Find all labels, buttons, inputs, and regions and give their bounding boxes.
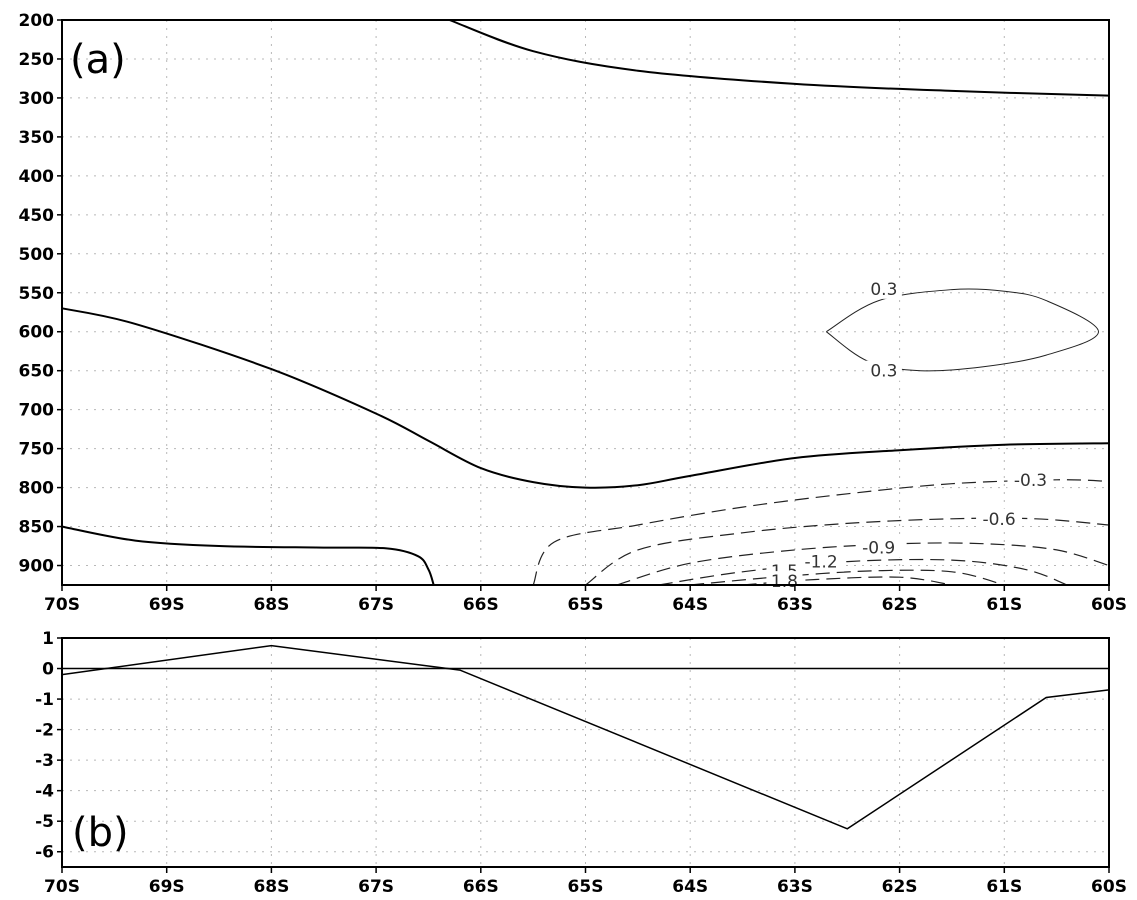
panel-b-x-tick-label: 66S	[463, 877, 499, 897]
panel-a-y-tick-label: 750	[19, 440, 55, 460]
panel-b-y-tick-label: -4	[35, 782, 54, 802]
panel-b-y-tick-label: -3	[35, 751, 54, 771]
contour-label: 0.3	[870, 280, 897, 300]
contour-label-background	[865, 360, 902, 381]
panel-a-x-tick-label: 69S	[149, 595, 185, 615]
panel-a-x-tick-label: 60S	[1091, 595, 1127, 615]
panel-a-label: (a)	[70, 37, 126, 83]
panel-a-x-tick-label: 61S	[986, 595, 1022, 615]
contour-label-background	[766, 571, 803, 592]
panel-a-x-tick-label: 68S	[253, 595, 289, 615]
contour-label: -0.3	[1014, 471, 1047, 491]
panel-b-x-tick-label: 61S	[986, 877, 1022, 897]
panel-b-y-tick-label: -6	[35, 843, 54, 863]
panel-a-x-tick-label: 62S	[882, 595, 918, 615]
panel-a-y-tick-label: 300	[19, 89, 55, 109]
panel-a-x-tick-label: 63S	[777, 595, 813, 615]
panel-b-y-ticks: 1 0 -1 -2 -3 -4 -5 -6	[35, 629, 62, 863]
panel-b-x-tick-label: 64S	[672, 877, 708, 897]
panel-b-x-tick-label: 60S	[1091, 877, 1127, 897]
panel-a-x-tick-label: 67S	[358, 595, 394, 615]
panel-b-y-tick-label: -2	[35, 721, 54, 741]
panel-b-y-tick-label: 0	[42, 660, 54, 680]
panel-b-grid	[62, 637, 1109, 867]
series-line	[61, 644, 1110, 830]
zero-contour-line	[449, 19, 1110, 97]
panel-a-y-ticks: 200 250 300 350 400 450 500 550 600 650 700 750 800 8…	[19, 11, 62, 577]
contour-label-background	[976, 508, 1023, 529]
panel-b-label: (b)	[72, 810, 129, 856]
contour-label: -1.2	[804, 553, 837, 573]
panel-b-series	[61, 637, 1110, 830]
contour-label: -0.9	[862, 539, 895, 559]
contour-label: -0.6	[982, 510, 1015, 530]
panel-b-line-plot: 70S 69S 68S 67S 66S 65S 64S 63S 62S 61S 60S 1 0 -1 -2…	[35, 629, 1127, 897]
panel-b-y-tick-label: 1	[42, 629, 54, 649]
panel-b-y-tick-label: -5	[35, 812, 54, 832]
panel-a-contour-plot: 0.30.3-0.3-0.6-0.9-1.21.51.8 70S69S68S67…	[19, 11, 1127, 615]
panel-a-y-tick-label: 850	[19, 518, 55, 538]
panel-a-y-tick-label: 350	[19, 128, 55, 148]
negative-contour-line	[690, 569, 1005, 586]
panel-a-y-tick-label: 900	[19, 557, 55, 577]
zero-contour-line	[61, 307, 1110, 489]
negative-contour-line	[585, 517, 1110, 586]
contour-label-background	[798, 551, 845, 572]
panel-a-x-ticks: 70S 69S 68S 67S 66S 65S 64S 63S 62S 61S 60S	[44, 585, 1127, 615]
panel-a-x-tick-label: 65S	[568, 595, 604, 615]
panel-a-y-tick-label: 700	[19, 401, 55, 421]
contour-label-background	[865, 278, 902, 299]
panel-a-grid	[62, 20, 1109, 585]
panel-a-y-tick-label: 600	[19, 323, 55, 343]
panel-a-x-tick-label: 70S	[44, 595, 80, 615]
contour-label-background	[1007, 469, 1054, 490]
zero-contour-line	[61, 525, 435, 586]
panel-b-x-ticks: 70S 69S 68S 67S 66S 65S 64S 63S 62S 61S 60S	[44, 867, 1127, 897]
panel-a-y-tick-label: 550	[19, 284, 55, 304]
panel-b-x-tick-label: 70S	[44, 877, 80, 897]
panel-b-x-tick-label: 65S	[568, 877, 604, 897]
panel-b-x-tick-label: 69S	[149, 877, 185, 897]
contour-label-background	[855, 537, 902, 558]
panel-a-y-tick-label: 500	[19, 245, 55, 265]
panel-b-x-tick-label: 68S	[253, 877, 289, 897]
panel-a-y-tick-label: 250	[19, 50, 55, 70]
panel-a-y-tick-label: 400	[19, 167, 55, 187]
contour-label: 0.3	[870, 362, 897, 382]
panel-a-y-tick-label: 450	[19, 206, 55, 226]
negative-contour-line	[658, 558, 1068, 586]
panel-b-x-tick-label: 67S	[358, 877, 394, 897]
panel-b-x-tick-label: 63S	[777, 877, 813, 897]
panel-a-y-tick-label: 800	[19, 479, 55, 499]
panel-a-x-tick-label: 64S	[672, 595, 708, 615]
panel-a-y-tick-label: 650	[19, 362, 55, 382]
panel-a-y-tick-label: 200	[19, 11, 55, 31]
panel-b-x-tick-label: 62S	[882, 877, 918, 897]
positive-contour-line	[826, 288, 1100, 372]
panel-a-contour-labels: 0.30.3-0.3-0.6-0.9-1.21.51.8	[766, 278, 1054, 592]
panel-a-x-tick-label: 66S	[463, 595, 499, 615]
panel-b-frame	[61, 637, 1110, 868]
panel-b-y-tick-label: -1	[35, 690, 54, 710]
contour-label: 1.8	[771, 572, 798, 592]
